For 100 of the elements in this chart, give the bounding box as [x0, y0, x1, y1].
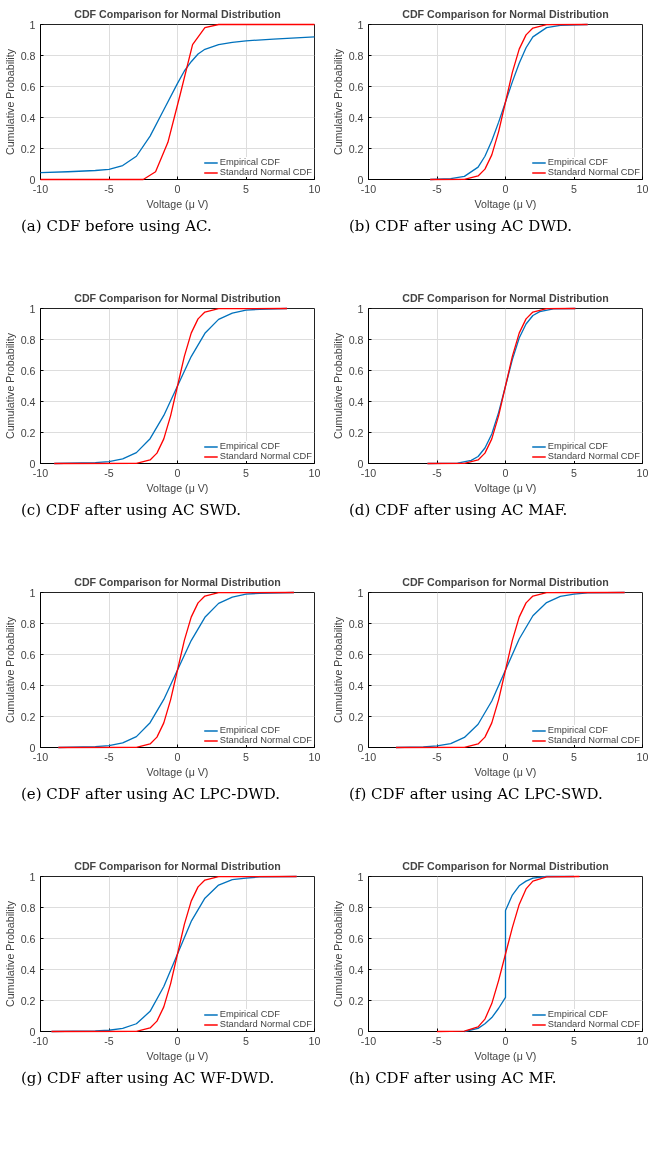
y-axis-title: Cumulative Probability: [3, 616, 16, 724]
y-tick-label: 0.4: [20, 395, 36, 408]
legend-label: Empirical CDF: [547, 725, 608, 735]
text: (e) CDF after using AC LPC-DWD.: [21, 785, 280, 804]
x-axis-title: Voltage (μ V): [146, 765, 209, 778]
legend-label: Empirical CDF: [219, 725, 280, 735]
y-tick-label: 0.2: [348, 710, 364, 723]
x-tick-label: 5: [571, 466, 578, 479]
legend-label: Standard Normal CDF: [547, 451, 640, 461]
x-tick-label: 10: [636, 466, 649, 479]
y-tick-label: 1: [29, 586, 36, 599]
text: (g) CDF after using AC WF-DWD.: [21, 1069, 275, 1088]
y-tick-label: 0: [29, 741, 36, 754]
chart-title: CDF Comparison for Normal Distribution: [74, 859, 281, 872]
y-tick-label: 0.2: [348, 142, 364, 155]
y-tick-label: 0: [357, 457, 364, 470]
x-tick-label: -5: [104, 750, 114, 763]
y-tick-label: 0: [357, 1025, 364, 1038]
y-tick-label: 0: [29, 1025, 36, 1038]
y-tick-label: 0.2: [20, 994, 36, 1007]
x-tick-label: 0: [174, 182, 181, 195]
x-tick-label: 10: [308, 750, 321, 763]
legend-label: Empirical CDF: [547, 441, 608, 451]
text: (a) CDF before using AC.: [21, 217, 212, 236]
y-tick-label: 1: [357, 586, 364, 599]
y-tick-label: 0.6: [348, 364, 364, 377]
y-tick-label: 0.6: [20, 364, 36, 377]
legend-label: Empirical CDF: [547, 1009, 608, 1019]
x-tick-label: -5: [432, 750, 442, 763]
y-tick-label: 0.8: [20, 617, 36, 630]
x-tick-label: 0: [502, 466, 509, 479]
legend-label: Empirical CDF: [547, 157, 608, 167]
y-tick-label: 0.8: [348, 49, 364, 62]
y-tick-label: 0.4: [348, 679, 364, 692]
y-tick-label: 0.6: [20, 648, 36, 661]
x-axis-title: Voltage (μ V): [146, 1049, 209, 1062]
y-tick-label: 0.6: [20, 932, 36, 945]
text: (b) CDF after using AC DWD.: [349, 217, 573, 236]
x-tick-label: 0: [174, 466, 181, 479]
text: (f) CDF after using AC LPC-SWD.: [349, 785, 603, 804]
y-tick-label: 0.8: [20, 333, 36, 346]
y-tick-label: 0.6: [348, 648, 364, 661]
chart-title: CDF Comparison for Normal Distribution: [74, 7, 281, 20]
y-tick-label: 0.8: [20, 901, 36, 914]
chart-title: CDF Comparison for Normal Distribution: [74, 291, 281, 304]
legend-label: Empirical CDF: [219, 441, 280, 451]
y-tick-label: 0.2: [20, 426, 36, 439]
y-tick-label: 0.4: [348, 395, 364, 408]
chart-title: CDF Comparison for Normal Distribution: [402, 7, 609, 20]
y-tick-label: 0.8: [20, 49, 36, 62]
x-axis-title: Voltage (μ V): [474, 481, 537, 494]
y-tick-label: 0.4: [348, 963, 364, 976]
x-tick-label: 10: [308, 1034, 321, 1047]
chart-title: CDF Comparison for Normal Distribution: [402, 859, 609, 872]
y-tick-label: 0.4: [20, 963, 36, 976]
x-tick-label: 0: [502, 1034, 509, 1047]
chart-title: CDF Comparison for Normal Distribution: [402, 291, 609, 304]
x-tick-label: 5: [243, 1034, 250, 1047]
x-tick-label: 5: [571, 1034, 578, 1047]
legend-label: Standard Normal CDF: [219, 451, 312, 461]
x-tick-label: 5: [243, 750, 250, 763]
legend-label: Standard Normal CDF: [219, 1019, 312, 1029]
y-tick-label: 0.6: [348, 80, 364, 93]
x-tick-label: 10: [308, 466, 321, 479]
y-axis-title: Cumulative Probability: [3, 332, 16, 440]
x-tick-label: -5: [104, 466, 114, 479]
y-axis-title: Cumulative Probability: [3, 48, 16, 156]
text: (h) CDF after using AC MF.: [349, 1069, 557, 1088]
x-tick-label: 5: [243, 466, 250, 479]
y-tick-label: 1: [357, 18, 364, 31]
x-axis-title: Voltage (μ V): [474, 1049, 537, 1062]
y-tick-label: 0.8: [348, 333, 364, 346]
x-axis-title: Voltage (μ V): [474, 765, 537, 778]
y-tick-label: 0.2: [348, 426, 364, 439]
y-tick-label: 0.6: [20, 80, 36, 93]
y-tick-label: 1: [357, 870, 364, 883]
y-tick-label: 0.2: [20, 142, 36, 155]
x-tick-label: 0: [174, 1034, 181, 1047]
y-tick-label: 0: [29, 457, 36, 470]
y-axis-title: Cumulative Probability: [331, 616, 344, 724]
y-tick-label: 0.4: [348, 111, 364, 124]
legend-label: Standard Normal CDF: [547, 1019, 640, 1029]
y-tick-label: 0: [29, 173, 36, 186]
y-tick-label: 1: [29, 18, 36, 31]
y-tick-label: 0.2: [20, 710, 36, 723]
x-axis-title: Voltage (μ V): [146, 197, 209, 210]
y-tick-label: 1: [29, 870, 36, 883]
legend-label: Standard Normal CDF: [219, 735, 312, 745]
y-tick-label: 0: [357, 173, 364, 186]
chart-title: CDF Comparison for Normal Distribution: [74, 575, 281, 588]
legend-label: Standard Normal CDF: [547, 167, 640, 177]
y-axis-title: Cumulative Probability: [3, 900, 16, 1008]
y-tick-label: 0.8: [348, 901, 364, 914]
y-tick-label: 1: [357, 302, 364, 315]
x-tick-label: 0: [174, 750, 181, 763]
legend-label: Empirical CDF: [219, 157, 280, 167]
y-tick-label: 0: [357, 741, 364, 754]
x-tick-label: -5: [432, 466, 442, 479]
x-tick-label: 5: [571, 750, 578, 763]
x-tick-label: -5: [432, 1034, 442, 1047]
